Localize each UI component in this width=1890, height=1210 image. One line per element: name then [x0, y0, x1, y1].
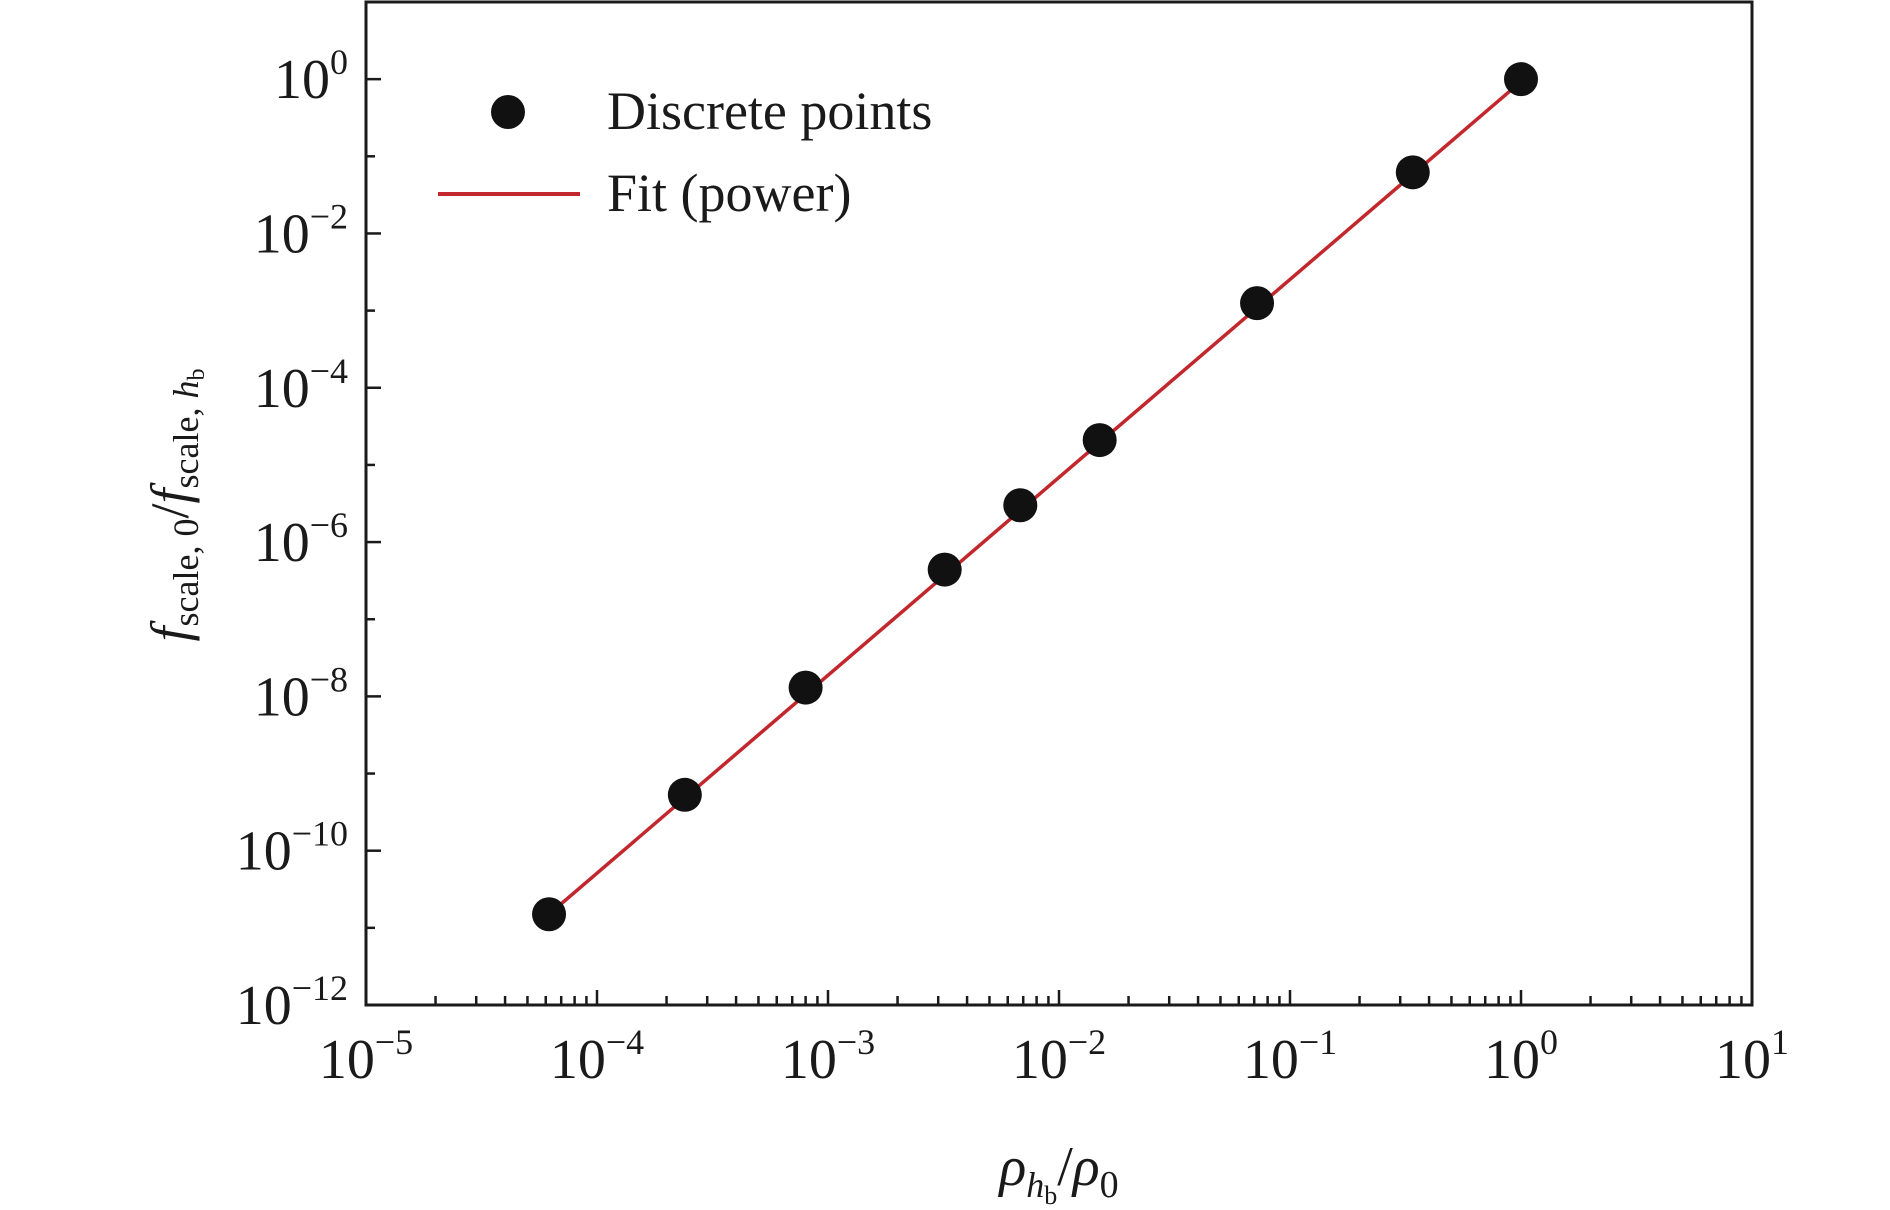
x-tick-label: 101 — [1715, 1022, 1789, 1091]
legend: Discrete points Fit (power) — [438, 81, 932, 223]
x-tick-labels: 10−5 10−4 10−3 10−2 10−1 100 101 — [319, 1022, 1789, 1091]
data-point — [667, 777, 702, 812]
x-tick-label: 10−4 — [550, 1022, 644, 1091]
legend-label-fit: Fit (power) — [607, 163, 851, 223]
y-tick-label: 10−6 — [254, 505, 348, 574]
x-tick-label: 100 — [1484, 1022, 1558, 1091]
data-point — [788, 670, 823, 705]
y-tick-label: 10−10 — [236, 814, 348, 883]
ticks-layer — [364, 77, 1743, 1007]
x-axis-label: ρhb/ρ0 — [997, 1136, 1118, 1205]
data-point — [1504, 62, 1538, 97]
y-tick-label: 100 — [274, 42, 348, 111]
y-tick-label: 10−2 — [254, 196, 348, 265]
data-point — [1395, 155, 1430, 190]
y-tick-label: 10−4 — [254, 351, 348, 420]
legend-marker-discrete-points — [491, 95, 525, 129]
y-axis-label: fscale, 0/fscale, hb — [140, 369, 210, 642]
data-point — [1003, 488, 1038, 523]
data-point — [927, 552, 962, 587]
plot-frame — [364, 0, 1754, 1007]
y-tick-label: 10−8 — [254, 659, 348, 728]
points-layer — [532, 62, 1538, 932]
data-point — [532, 897, 567, 932]
x-tick-label: 10−3 — [781, 1022, 875, 1091]
data-point — [1082, 423, 1117, 458]
x-tick-label: 10−2 — [1012, 1022, 1106, 1091]
x-tick-label: 10−1 — [1243, 1022, 1337, 1091]
x-tick-label: 10−5 — [319, 1022, 413, 1091]
legend-label-discrete-points: Discrete points — [607, 81, 932, 141]
y-tick-label: 10−12 — [236, 968, 348, 1037]
data-point — [1240, 286, 1275, 321]
y-tick-labels: 10−12 10−10 10−8 10−6 10−4 10−2 100 — [236, 42, 348, 1037]
